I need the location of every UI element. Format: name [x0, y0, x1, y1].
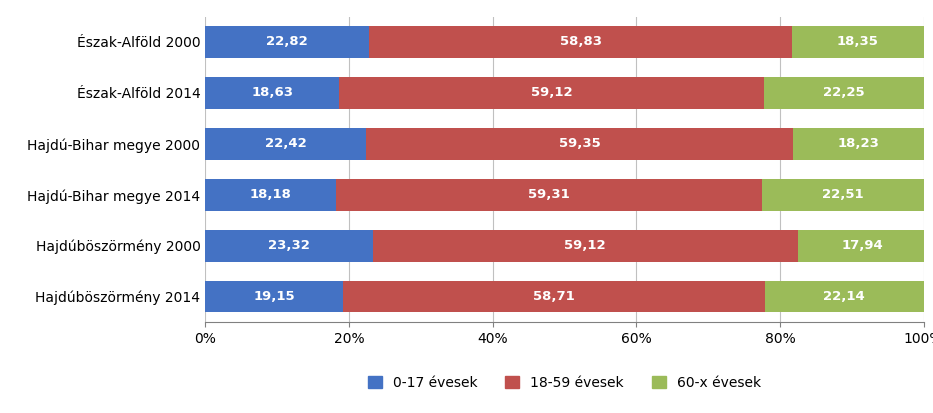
Legend: 0-17 évesek, 18-59 évesek, 60-x évesek: 0-17 évesek, 18-59 évesek, 60-x évesek [364, 372, 765, 394]
Text: 18,63: 18,63 [251, 86, 293, 100]
Bar [205, 281, 342, 313]
Text: 23,32: 23,32 [268, 239, 310, 252]
Bar [792, 26, 924, 58]
Bar [765, 281, 924, 313]
Text: 59,12: 59,12 [531, 86, 572, 100]
Text: 18,23: 18,23 [837, 138, 879, 150]
Text: 58,83: 58,83 [560, 36, 602, 48]
Bar [373, 230, 798, 261]
Bar [798, 230, 926, 261]
Bar [336, 179, 762, 211]
Text: 59,35: 59,35 [559, 138, 601, 150]
Bar [342, 281, 765, 313]
Text: 17,94: 17,94 [841, 239, 883, 252]
Text: 22,82: 22,82 [266, 36, 308, 48]
Bar [339, 77, 764, 109]
Text: 59,31: 59,31 [528, 188, 570, 201]
Bar [205, 77, 339, 109]
Bar [205, 179, 336, 211]
Bar [369, 26, 792, 58]
Bar [367, 128, 793, 160]
Text: 59,12: 59,12 [564, 239, 606, 252]
Text: 22,51: 22,51 [822, 188, 864, 201]
Text: 22,14: 22,14 [823, 290, 865, 303]
Text: 58,71: 58,71 [533, 290, 575, 303]
Bar [793, 128, 924, 160]
Bar [205, 230, 373, 261]
Bar [205, 128, 367, 160]
Text: 22,42: 22,42 [265, 138, 307, 150]
Bar [762, 179, 924, 211]
Bar [205, 26, 369, 58]
Bar [764, 77, 924, 109]
Text: 19,15: 19,15 [253, 290, 295, 303]
Text: 22,25: 22,25 [823, 86, 865, 100]
Text: 18,18: 18,18 [250, 188, 291, 201]
Text: 18,35: 18,35 [837, 36, 879, 48]
